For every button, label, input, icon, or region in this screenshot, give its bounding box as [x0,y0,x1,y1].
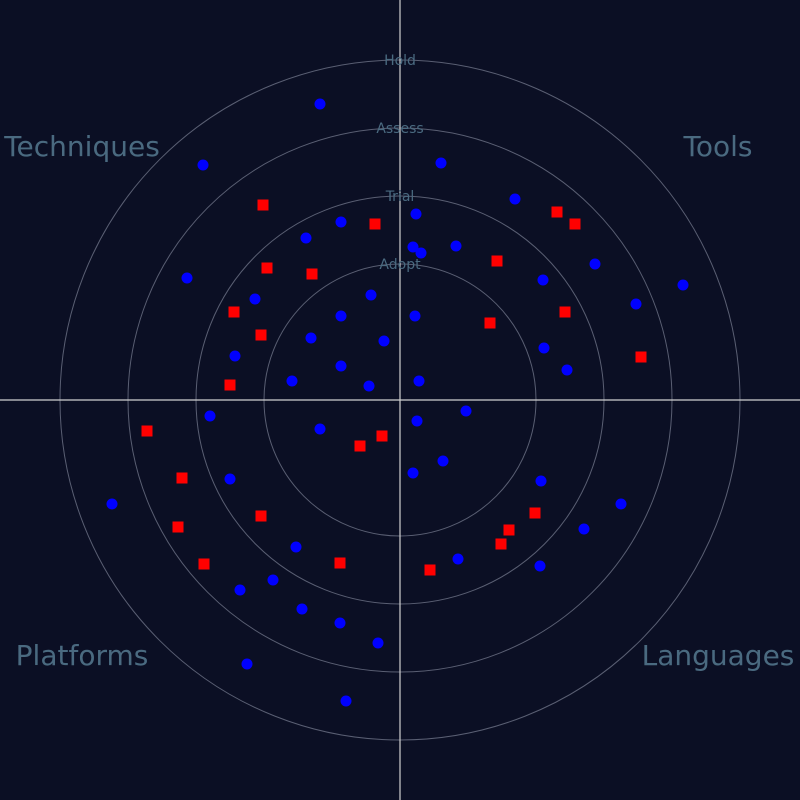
blip-square-5 [306,268,318,280]
blip-circle-23 [677,279,689,291]
blip-square-22 [503,524,515,536]
blip-square-6 [491,255,503,267]
blip-circle-22 [630,298,642,310]
blips [106,98,689,707]
blip-square-12 [224,379,236,391]
blip-square-7 [228,306,240,318]
blip-square-4 [261,262,273,274]
blip-circle-48 [340,695,352,707]
blip-square-24 [424,564,436,576]
blip-circle-32 [437,455,449,467]
blip-circle-26 [561,364,573,376]
blip-circle-16 [407,241,419,253]
blip-circle-24 [409,310,421,322]
blip-circle-6 [365,289,377,301]
blip-circle-15 [410,208,422,220]
quadrant-label-techniques: Techniques [3,130,160,163]
blip-square-15 [141,425,153,437]
blip-circle-1 [197,159,209,171]
blip-circle-33 [407,467,419,479]
blip-circle-3 [335,216,347,228]
blip-circle-45 [334,617,346,629]
blip-circle-27 [413,375,425,387]
quadrant-label-languages: Languages [642,639,795,672]
blip-square-13 [376,430,388,442]
blip-square-17 [172,521,184,533]
ring-label-assess: Assess [376,121,423,137]
blip-square-3 [569,218,581,230]
blip-circle-14 [435,157,447,169]
blip-circle-13 [363,380,375,392]
blip-square-16 [176,472,188,484]
blip-circle-7 [229,350,241,362]
blip-square-23 [495,538,507,550]
blip-circle-40 [267,574,279,586]
blip-circle-28 [204,410,216,422]
blip-circle-5 [249,293,261,305]
blip-circle-44 [296,603,308,615]
blip-circle-38 [578,523,590,535]
blip-circle-37 [535,475,547,487]
ring-label-trial: Trial [385,189,415,205]
blip-circle-4 [300,232,312,244]
blip-circle-21 [537,274,549,286]
blip-circle-10 [378,335,390,347]
blip-circle-25 [538,342,550,354]
blip-circle-43 [534,560,546,572]
blip-circle-31 [411,415,423,427]
blip-circle-35 [106,498,118,510]
ring-label-hold: Hold [384,53,416,69]
ring-labels: Adopt Trial Assess Hold [376,53,423,273]
blip-circle-18 [415,247,427,259]
blip-circle-2 [181,272,193,284]
blip-circle-41 [452,553,464,565]
quadrant-label-tools: Tools [683,130,753,163]
blip-circle-36 [290,541,302,553]
blip-circle-9 [335,310,347,322]
quadrant-label-platforms: Platforms [16,639,149,672]
blip-circle-34 [224,473,236,485]
blip-square-14 [354,440,366,452]
blip-square-2 [551,206,563,218]
blip-square-9 [484,317,496,329]
blip-circle-8 [305,332,317,344]
blip-circle-11 [335,360,347,372]
blip-square-10 [559,306,571,318]
blip-circle-42 [234,584,246,596]
blip-circle-47 [241,658,253,670]
blip-square-0 [257,199,269,211]
ring-label-adopt: Adopt [379,257,421,273]
blip-circle-17 [450,240,462,252]
blip-circle-30 [460,405,472,417]
blip-circle-46 [372,637,384,649]
blip-circle-19 [509,193,521,205]
blip-square-8 [255,329,267,341]
blip-circle-29 [314,423,326,435]
blip-circle-0 [314,98,326,110]
blip-circle-39 [615,498,627,510]
blip-circle-20 [589,258,601,270]
blip-square-19 [198,558,210,570]
blip-square-20 [334,557,346,569]
blip-square-11 [635,351,647,363]
blip-square-1 [369,218,381,230]
blip-circle-12 [286,375,298,387]
blip-square-21 [529,507,541,519]
quadrant-labels: Techniques Tools Platforms Languages [3,130,794,672]
blip-square-18 [255,510,267,522]
